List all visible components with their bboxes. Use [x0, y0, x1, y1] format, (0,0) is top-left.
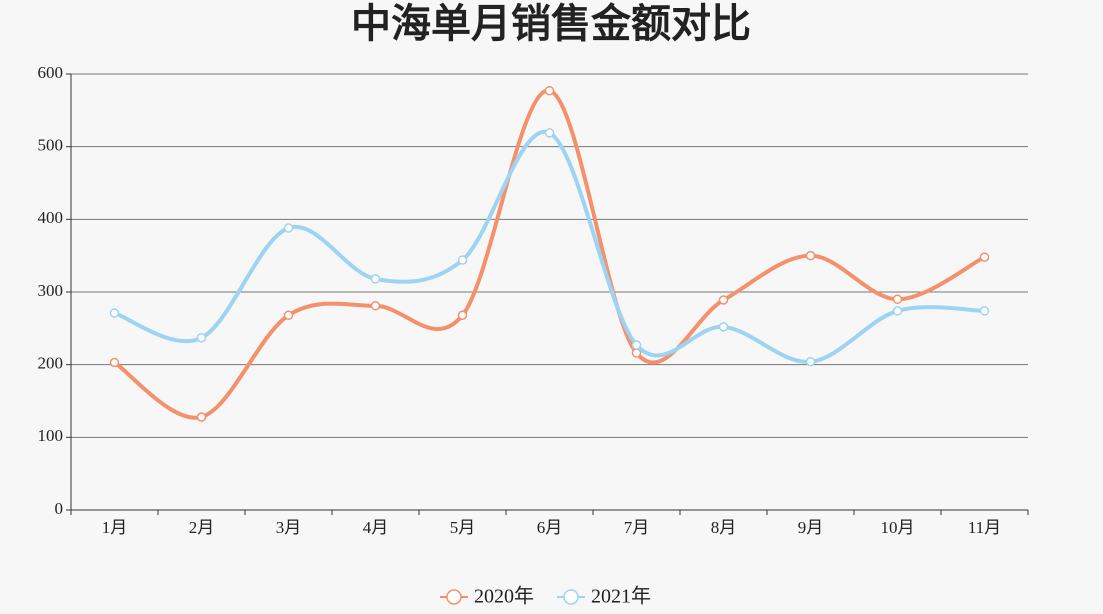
x-tick-label: 5月: [450, 518, 476, 537]
legend-icon: [446, 589, 462, 605]
point: [283, 223, 294, 233]
point: [544, 128, 555, 138]
point: [544, 85, 555, 96]
y-tick-label: 200: [38, 354, 64, 373]
point: [805, 250, 816, 261]
y-tick-label: 600: [38, 63, 64, 82]
point: [457, 255, 468, 265]
legend-icon: [563, 589, 579, 605]
x-tick-label: 9月: [798, 518, 824, 537]
series-line: [113, 88, 986, 420]
legend-label[interactable]: 2020年: [474, 585, 534, 608]
y-tick-label: 0: [55, 499, 64, 518]
point: [109, 357, 120, 368]
chart-title: 中海单月销售金额对比: [351, 1, 751, 46]
legend-label[interactable]: 2021年: [591, 585, 651, 608]
y-tick-label: 100: [38, 426, 64, 445]
x-tick-label: 1月: [102, 518, 128, 537]
point: [370, 274, 381, 284]
x-tick-label: 4月: [363, 518, 389, 537]
point: [631, 340, 642, 350]
x-tick-label: 3月: [276, 518, 302, 537]
point: [718, 295, 729, 305]
x-tick-label: 10月: [881, 518, 915, 537]
point: [979, 252, 990, 262]
point: [196, 412, 207, 422]
point: [805, 357, 816, 367]
x-tick-label: 11月: [968, 518, 1001, 537]
point: [979, 306, 990, 316]
point: [892, 306, 903, 316]
x-tick-label: 6月: [537, 518, 563, 537]
x-tick-label: 8月: [711, 518, 737, 537]
point: [196, 333, 207, 343]
y-tick-label: 300: [38, 281, 64, 300]
point: [892, 294, 903, 305]
point: [283, 310, 294, 321]
y-tick-label: 500: [38, 136, 64, 155]
series-line: [113, 129, 985, 364]
x-tick-label: 2月: [189, 518, 215, 537]
point: [109, 308, 120, 318]
point: [457, 310, 468, 321]
x-tick-label: 7月: [624, 518, 650, 537]
y-tick-label: 400: [38, 208, 64, 227]
point: [370, 301, 381, 311]
point: [718, 322, 729, 332]
